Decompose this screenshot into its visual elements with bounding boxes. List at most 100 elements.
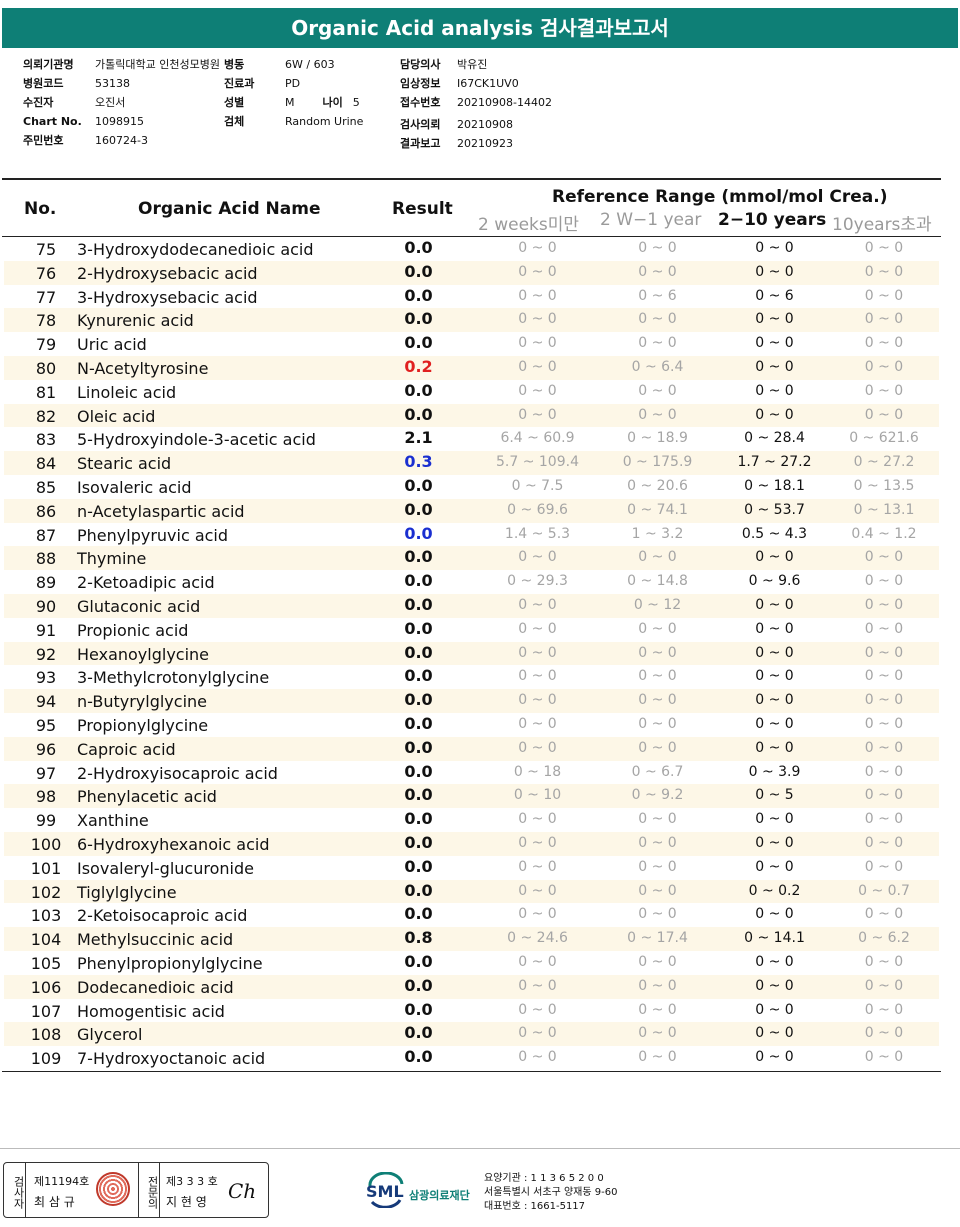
result-value: 0.0: [404, 618, 433, 638]
row-number: 100: [30, 834, 62, 854]
result-value: 0.3: [404, 452, 433, 472]
table-row: 95 Propionylglycine 0.0 0 ~ 0 0 ~ 0 0 ~ 0 0 ~ …: [4, 713, 939, 737]
range-2weeks: 0 ~ 0: [518, 1001, 557, 1018]
acid-name: Hexanoylglycine: [77, 644, 210, 664]
range-2w-1y: 0 ~ 0: [638, 811, 677, 828]
row-number: 99: [35, 811, 57, 831]
acid-name: Isovaleric acid: [77, 477, 192, 497]
range-2w-1y: 0 ~ 18.9: [627, 430, 688, 447]
table-row: 79 Uric acid 0.0 0 ~ 0 0 ~ 0 0 ~ 0 0 ~ 0: [4, 332, 939, 356]
address-line: 서울특별시 서초구 양재동 9-60: [484, 1187, 618, 1198]
info-value: 가톨릭대학교 인천성모병원: [95, 58, 220, 71]
table-row: 84 Stearic acid 0.3 5.7 ~ 109.4 0 ~ 175.9 1.7…: [4, 451, 939, 475]
range-2-10y: 0 ~ 14.1: [744, 930, 805, 947]
results-table: 75 3-Hydroxydodecanedioic acid 0.0 0 ~ 0 0 ~…: [4, 237, 939, 1070]
address-line: 요양기관 : 1 1 3 6 5 2 0 0: [484, 1173, 604, 1184]
acid-name: 2-Ketoadipic acid: [77, 573, 215, 593]
table-row: 92 Hexanoylglycine 0.0 0 ~ 0 0 ~ 0 0 ~ 0 0 ~ 0: [4, 641, 939, 666]
table-row: 96 Caproic acid 0.0 0 ~ 0 0 ~ 0 0 ~ 0 0 ~ 0: [4, 736, 939, 761]
range-2weeks: 0 ~ 0: [518, 715, 557, 732]
row-number: 98: [35, 787, 57, 807]
acid-name: n-Acetylaspartic acid: [77, 501, 245, 521]
range-2-10y: 0 ~ 0: [755, 858, 794, 875]
range-2w-1y: 0 ~ 0: [638, 858, 677, 875]
range-2weeks: 1.4 ~ 5.3: [504, 525, 571, 542]
header-name: Organic Acid Name: [138, 199, 321, 219]
range-2w-1y: 0 ~ 0: [638, 335, 677, 352]
sml-logo-icon: [368, 1172, 404, 1208]
table-row: 108 Glycerol 0.0 0 ~ 0 0 ~ 0 0 ~ 0 0 ~ 0: [4, 1022, 939, 1047]
table-row: 90 Glutaconic acid 0.0 0 ~ 0 0 ~ 12 0 ~ 0 0 ~ …: [4, 593, 939, 618]
range-10y: 0 ~ 0: [864, 406, 904, 423]
table-row: 105 Phenylpropionylglycine 0.0 0 ~ 0 0 ~ 0 0 …: [4, 951, 939, 975]
range-2weeks: 0 ~ 0: [518, 382, 557, 399]
range-2weeks: 0 ~ 24.6: [507, 930, 568, 947]
range-2-10y: 0 ~ 6: [755, 287, 794, 304]
range-2-10y: 0 ~ 0: [755, 977, 794, 994]
result-value: 0.0: [404, 380, 433, 400]
row-number: 80: [35, 358, 57, 378]
acid-name: 3-Hydroxysebacic acid: [77, 287, 258, 307]
range-2-10y: 0 ~ 0: [755, 668, 794, 685]
acid-name: Dodecanedioic acid: [77, 977, 234, 997]
range-2w-1y: 0 ~ 0: [638, 382, 677, 399]
acid-name: Isovaleryl-glucuronide: [77, 858, 254, 878]
range-10y: 0 ~ 0: [864, 858, 904, 875]
acid-name: Uric acid: [77, 335, 147, 355]
range-2-10y: 0 ~ 5: [755, 787, 794, 804]
range-2weeks: 0 ~ 0: [518, 1049, 557, 1066]
sml-logo-text: SML: [366, 1182, 404, 1201]
range-2weeks: 0 ~ 69.6: [507, 501, 568, 518]
acid-name: Linoleic acid: [77, 382, 177, 402]
range-2-10y: 0 ~ 0: [755, 549, 794, 566]
range-2w-1y: 0 ~ 6.4: [631, 358, 684, 375]
foundation-name: 삼광의료재단: [409, 1189, 470, 1202]
range-10y: 0 ~ 0: [864, 620, 904, 637]
result-value: 0.0: [404, 832, 433, 852]
result-value: 0.0: [404, 785, 433, 805]
range-2weeks: 0 ~ 0: [518, 811, 557, 828]
range-10y: 0 ~ 0: [864, 596, 904, 613]
acid-name: Methylsuccinic acid: [77, 930, 234, 950]
acid-name: Oleic acid: [77, 406, 156, 426]
row-number: 91: [35, 620, 57, 640]
range-10y: 0 ~ 0: [864, 263, 904, 280]
acid-name: Propionic acid: [77, 620, 189, 640]
info-row: 검사의뢰 20210908: [400, 115, 552, 134]
acid-name: Glutaconic acid: [77, 596, 201, 616]
result-value: 0.0: [404, 809, 433, 829]
table-row: 88 Thymine 0.0 0 ~ 0 0 ~ 0 0 ~ 0 0 ~ 0: [4, 546, 939, 571]
range-10y: 0 ~ 0: [864, 787, 904, 804]
row-number: 86: [35, 501, 57, 521]
lab-address: 요양기관 : 1 1 3 6 5 2 0 0 서울특별시 서초구 양재동 9-6…: [484, 1172, 617, 1214]
table-row: 81 Linoleic acid 0.0 0 ~ 0 0 ~ 0 0 ~ 0 0 ~ 0: [4, 380, 939, 404]
examiner-label: 검사자: [4, 1163, 26, 1217]
range-2weeks: 0 ~ 0: [518, 335, 557, 352]
info-value: 160724-3: [95, 134, 148, 147]
age-value: 5: [352, 96, 360, 109]
info-row: 임상정보 I67CK1UV0: [400, 74, 552, 93]
range-10y: 0 ~ 0: [864, 811, 904, 828]
range-10y: 0 ~ 0: [864, 977, 904, 994]
range-10y: 0.4 ~ 1.2: [851, 525, 917, 542]
result-value: 0.0: [404, 690, 433, 710]
info-value: 20210923: [457, 137, 513, 150]
acid-name: N-Acetyltyrosine: [77, 358, 209, 378]
age-label: 나이: [322, 96, 343, 109]
range-2-10y: 0 ~ 0: [755, 715, 794, 732]
range-10y: 0 ~ 0: [864, 834, 904, 851]
range-2w-1y: 0 ~ 6: [638, 287, 677, 304]
info-value: 53138: [95, 77, 130, 90]
header-result: Result: [392, 199, 453, 219]
specialist-name: 지 현 영: [166, 1195, 207, 1209]
range-2-10y: 0 ~ 0: [755, 382, 794, 399]
result-value: 0.0: [404, 523, 433, 543]
range-10y: 0 ~ 0: [864, 692, 904, 709]
range-2-10y: 0.5 ~ 4.3: [741, 525, 808, 542]
result-value: 0.0: [404, 238, 433, 257]
range-10y: 0 ~ 0: [864, 1025, 904, 1042]
table-row: 93 3-Methylcrotonylglycine 0.0 0 ~ 0 0 ~ 0 0 …: [4, 665, 939, 689]
acid-name: 7-Hydroxyoctanoic acid: [77, 1049, 266, 1069]
result-value: 0.0: [404, 309, 433, 329]
examiner-license: 제11194호: [34, 1175, 90, 1188]
